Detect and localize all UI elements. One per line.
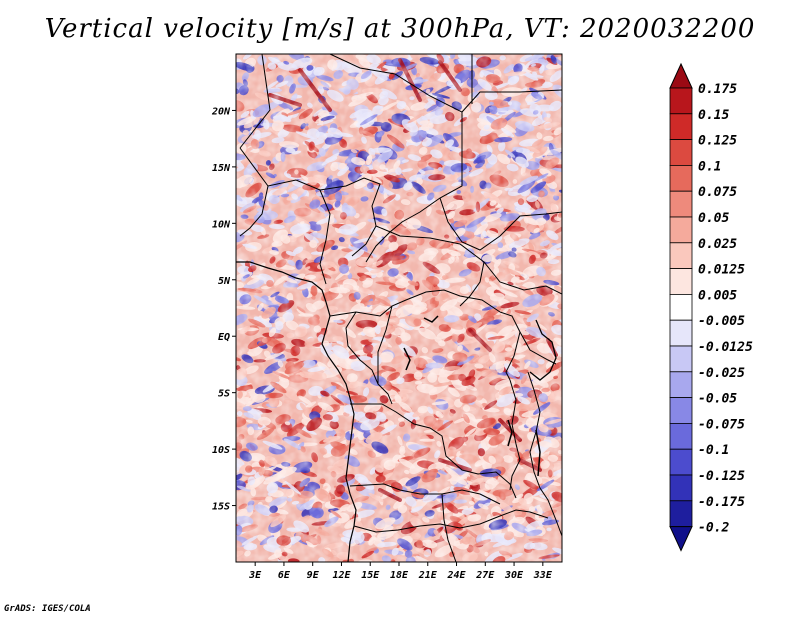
x-tick-label: 18E: [390, 570, 409, 581]
y-tick-label: 20N: [211, 106, 231, 117]
colorbar-segment: [669, 319, 693, 347]
colorbar-bottom-arrow: [669, 526, 693, 552]
colorbar-label: -0.125: [698, 469, 745, 484]
y-tick-label: 15S: [212, 502, 230, 513]
colorbar-segment: [669, 268, 693, 295]
y-axis: 20N 15N 10N 5N EQ 5S 10S 15S: [211, 106, 236, 513]
colorbar-segment: [669, 293, 693, 321]
colorbar-label: -0.005: [698, 314, 745, 329]
colorbar-segment: [669, 448, 693, 476]
colorbar-top-arrow: [669, 62, 693, 89]
colorbar-segment: [669, 345, 693, 373]
colorbar-segment: [669, 190, 693, 218]
colorbar-label: 0.025: [698, 237, 737, 252]
colorbar-label: -0.2: [698, 521, 729, 536]
colorbar-segment: [669, 139, 693, 166]
colorbar-label: -0.075: [698, 417, 745, 432]
colorbar-label: 0.125: [698, 134, 737, 149]
colorbar-label: 0.0125: [698, 263, 745, 278]
y-tick-label: 10S: [212, 445, 230, 456]
x-tick-label: 12E: [332, 570, 351, 581]
x-axis: 3E 6E 9E 12E 15E 18E 21E 24E 27E 30E 33E: [248, 562, 553, 581]
x-tick-label: 15E: [361, 570, 380, 581]
colorbar-segment: [669, 87, 693, 115]
x-tick-label: 27E: [475, 570, 495, 581]
colorbar-label: 0.075: [698, 185, 737, 200]
colorbar-segment: [669, 371, 693, 398]
colorbar-label: 0.175: [698, 82, 737, 97]
x-tick-label: 9E: [307, 570, 320, 581]
colorbar-label: 0.1: [698, 159, 721, 174]
colorbar-label: -0.05: [698, 392, 737, 407]
field-texture: [236, 54, 562, 562]
grads-credit: GrADS: IGES/COLA: [4, 604, 91, 614]
colorbar-segment: [669, 397, 693, 424]
y-tick-label: 10N: [212, 219, 231, 230]
y-tick-label: 5N: [218, 276, 231, 287]
colorbar-segment: [669, 164, 693, 192]
x-tick-label: 24E: [446, 570, 466, 581]
colorbar-label: 0.005: [698, 288, 737, 303]
x-tick-label: 30E: [504, 570, 524, 581]
colorbar-segment: [669, 474, 693, 502]
colorbar-label: -0.025: [698, 366, 745, 381]
y-tick-label: 15N: [212, 163, 231, 174]
colorbar-label: -0.1: [698, 443, 729, 458]
velocity-field: [236, 54, 562, 562]
x-tick-label: 6E: [278, 570, 291, 581]
colorbar-label: 0.15: [698, 108, 729, 123]
colorbar-segment: [669, 422, 693, 450]
colorbar-segment: [669, 216, 693, 244]
colorbar: 0.175 0.15 0.125 0.1 0.075 0.05 0.025 0.0125 0.0…: [669, 62, 753, 552]
colorbar-label: -0.175: [698, 495, 745, 510]
y-tick-label: 5S: [218, 389, 230, 400]
colorbar-label: -0.0125: [698, 340, 753, 355]
country-borders: [236, 54, 562, 562]
x-tick-label: 21E: [418, 570, 438, 581]
x-tick-label: 33E: [533, 570, 553, 581]
y-tick-label: EQ: [218, 332, 230, 343]
colorbar-segment: [669, 242, 693, 270]
x-tick-label: 3E: [248, 570, 262, 581]
chart-title: Vertical velocity [m/s] at 300hPa, VT: 2…: [44, 14, 756, 44]
colorbar-label: 0.05: [698, 211, 729, 226]
colorbar-segment: [669, 113, 693, 141]
colorbar-segment: [669, 500, 693, 527]
